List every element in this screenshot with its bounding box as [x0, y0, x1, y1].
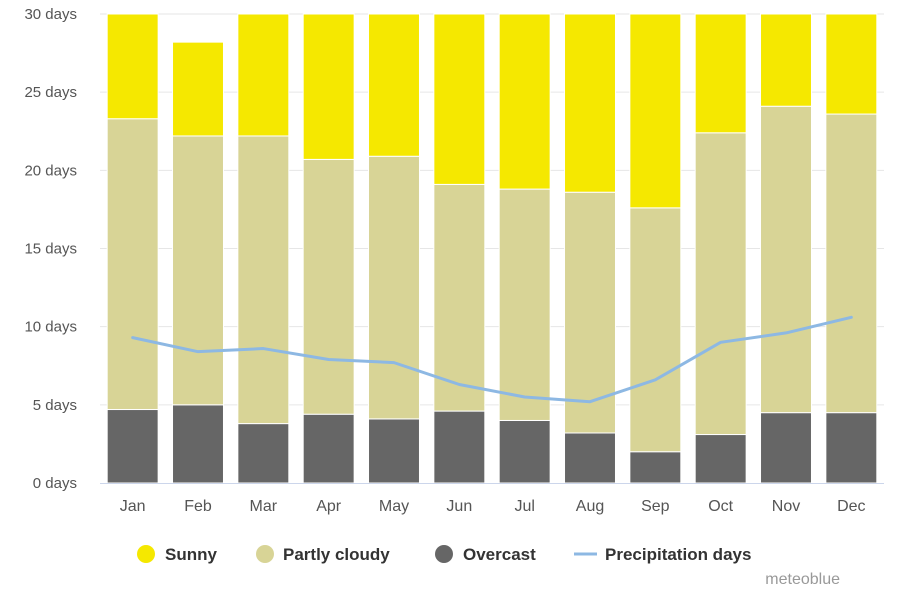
bar-overcast [237, 423, 290, 484]
bar-overcast [302, 413, 355, 484]
x-tick-label: Dec [837, 498, 865, 515]
x-tick-label: Apr [316, 498, 342, 515]
bar-overcast [694, 434, 747, 484]
bar-sunny [368, 13, 420, 157]
bar-overcast [825, 412, 878, 484]
legend-label-sunny: Sunny [165, 545, 217, 564]
legend-label-precipitation-days: Precipitation days [605, 545, 751, 564]
bar-partly-cloudy [302, 158, 355, 415]
bar-sunny [172, 41, 224, 137]
x-tick-label: Oct [708, 498, 733, 515]
legend-label-overcast: Overcast [463, 545, 536, 564]
bar-overcast [433, 410, 486, 484]
bar-partly-cloudy [694, 132, 747, 436]
x-tick-label: Jul [514, 498, 534, 515]
y-tick-label: 0 days [33, 475, 77, 492]
bar-partly-cloudy [564, 191, 616, 434]
bar-partly-cloudy [433, 183, 486, 412]
precipitation-line [131, 315, 853, 404]
y-tick-label: 10 days [24, 319, 77, 336]
legend-symbol-overcast [435, 545, 453, 563]
legend-symbol-partly-cloudy [256, 545, 274, 563]
bar-overcast [498, 419, 551, 484]
bar-overcast [368, 418, 420, 484]
precipitation-line-group [131, 315, 853, 404]
bar-sunny [498, 13, 551, 190]
bar-sunny [629, 13, 682, 209]
y-tick-label: 30 days [24, 6, 77, 23]
legend-symbol-sunny [137, 545, 155, 563]
bar-partly-cloudy [498, 188, 551, 421]
x-tick-label: Jan [120, 498, 146, 515]
x-tick-label: Nov [772, 498, 800, 515]
bar-sunny [237, 13, 290, 137]
bar-partly-cloudy [825, 113, 878, 414]
bar-partly-cloudy [368, 155, 420, 420]
y-axis: 0 days 5 days 10 days 15 days 20 days 25 days… [24, 6, 77, 492]
x-tick-label: Sep [641, 498, 670, 515]
bar-partly-cloudy [760, 105, 812, 414]
x-tick-label: May [379, 498, 409, 515]
bar-overcast [564, 432, 616, 484]
y-tick-label: 20 days [24, 162, 77, 179]
bar-partly-cloudy [172, 135, 224, 406]
bar-sunny [433, 13, 486, 185]
bar-overcast [629, 451, 682, 484]
bar-partly-cloudy [629, 207, 682, 453]
y-tick-label: 5 days [33, 397, 77, 414]
bar-partly-cloudy [237, 135, 290, 425]
bar-overcast [172, 404, 224, 484]
grid [100, 13, 884, 406]
bar-overcast [106, 409, 159, 484]
bar-sunny [302, 13, 355, 160]
bar-partly-cloudy [106, 118, 159, 411]
bar-sunny [106, 13, 159, 120]
x-tick-label: Mar [250, 498, 278, 515]
y-tick-label: 25 days [24, 84, 77, 101]
y-tick-label: 15 days [24, 241, 77, 258]
x-axis: Jan Feb Mar Apr May Jun Jul Aug Sep Oct Nov Dec [120, 498, 866, 515]
x-tick-label: Feb [184, 498, 212, 515]
x-tick-label: Jun [446, 498, 472, 515]
credit: meteoblue [765, 571, 840, 588]
bar-sunny [694, 13, 747, 134]
bar-overcast [760, 412, 812, 484]
bar-sunny [825, 13, 878, 115]
bar-sunny [760, 13, 812, 107]
bar-sunny [564, 13, 616, 193]
legend: Sunny Partly cloudy Overcast Precipitation … [137, 545, 751, 564]
bars [106, 13, 878, 484]
x-tick-label: Aug [576, 498, 604, 515]
legend-label-partly-cloudy: Partly cloudy [283, 545, 390, 564]
